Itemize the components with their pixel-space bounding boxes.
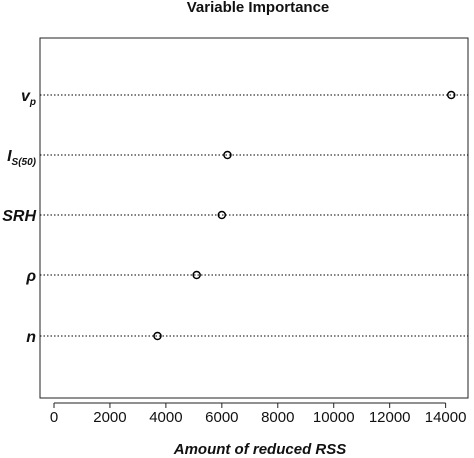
category-label-subscript: p bbox=[29, 97, 36, 108]
category-label-main: n bbox=[26, 329, 36, 346]
category-label: ρ bbox=[25, 268, 36, 285]
x-tick-label: 12000 bbox=[369, 409, 411, 426]
category-label-subscript: S(50) bbox=[12, 157, 37, 168]
x-tick-label: 14000 bbox=[425, 409, 467, 426]
category-label-main: ρ bbox=[25, 268, 36, 285]
category-label: SRH bbox=[2, 208, 36, 225]
category-label: vp bbox=[21, 88, 36, 108]
chart-title: Variable Importance bbox=[187, 0, 330, 16]
x-tick-label: 10000 bbox=[313, 409, 355, 426]
x-axis-label: Amount of reduced RSS bbox=[173, 441, 347, 458]
x-tick-label: 0 bbox=[50, 409, 58, 426]
category-label-main: I bbox=[7, 148, 12, 165]
category-label: n bbox=[26, 329, 36, 346]
x-tick-label: 8000 bbox=[261, 409, 294, 426]
x-tick-label: 6000 bbox=[205, 409, 238, 426]
data-point bbox=[446, 90, 456, 100]
x-tick-label: 4000 bbox=[149, 409, 182, 426]
category-label-main: v bbox=[21, 88, 31, 105]
x-tick-label: 2000 bbox=[93, 409, 126, 426]
data-point bbox=[192, 270, 201, 280]
data-point bbox=[223, 150, 232, 160]
category-label: IS(50) bbox=[7, 148, 37, 168]
data-point bbox=[153, 331, 162, 341]
data-point bbox=[217, 210, 227, 220]
category-label-main: SRH bbox=[2, 208, 36, 225]
plot-frame bbox=[39, 37, 469, 399]
